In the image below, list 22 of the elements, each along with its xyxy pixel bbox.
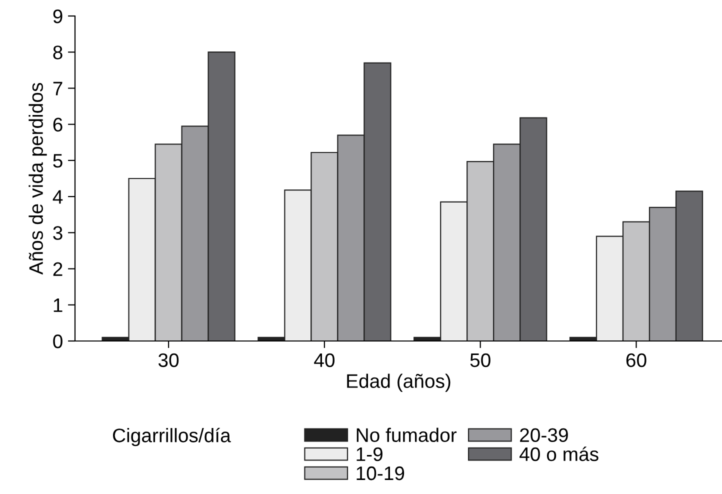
y-tick-label: 8: [53, 46, 62, 60]
y-tick-label: 9: [53, 9, 62, 24]
legend-label: 20-39: [520, 428, 568, 442]
x-tick-label: 40: [314, 353, 334, 368]
y-tick-label: 6: [53, 118, 62, 132]
y-tick-label: 3: [53, 226, 62, 240]
legend-label: No fumador: [356, 428, 457, 442]
legend-label: 10-19: [356, 466, 404, 480]
x-tick-label: 30: [158, 353, 179, 368]
x-tick-label: 60: [626, 353, 646, 368]
legend-label: 40 o más: [520, 446, 598, 462]
legend-label: 1-9: [356, 447, 382, 462]
y-axis-title: Años de vida perdidos: [28, 82, 47, 275]
y-tick-label: 5: [53, 154, 62, 168]
x-axis-title: Edad (años): [347, 374, 450, 392]
y-tick-label: 1: [54, 298, 62, 312]
x-tick-label: 50: [470, 353, 490, 368]
y-tick-label: 7: [53, 82, 62, 96]
y-tick-label: 2: [53, 262, 62, 276]
legend-title: Cigarrillos/día: [112, 428, 231, 446]
y-tick-label: 0: [53, 334, 62, 348]
y-tick-label: 4: [52, 190, 63, 204]
